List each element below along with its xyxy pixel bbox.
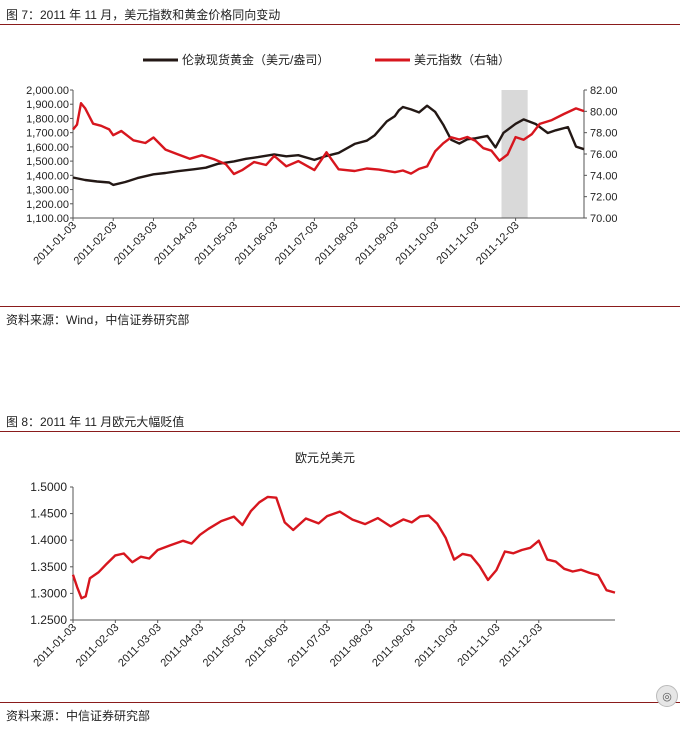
fig7-legend: 伦敦现货黄金（美元/盎司） 美元指数（右轴） xyxy=(143,52,510,67)
fig8-x-tick-label: 2011-11-03 xyxy=(455,622,502,669)
fig7-highlight-region xyxy=(501,90,528,218)
fig8-x-tick-label: 2011-01-03 xyxy=(31,622,79,670)
fig8-y-tick-label: 1.3000 xyxy=(30,586,67,600)
watermark: ◎ xyxy=(656,685,682,707)
fig8-series-eurusd-line xyxy=(71,495,616,600)
fig7-left-tick-label: 1,200.00 xyxy=(26,199,69,211)
fig7-axes: 2,000.00 1,900.00 1,800.00 1,700.00 1,600.00… xyxy=(26,85,617,267)
fig7-bottom-rule xyxy=(0,306,680,307)
fig7-left-tick-label: 1,900.00 xyxy=(26,99,69,111)
fig7-chart: 伦敦现货黄金（美元/盎司） 美元指数（右轴） 2,000.00 1,900.00 1… xyxy=(26,52,617,267)
fig8-y-tick-label: 1.5000 xyxy=(30,480,67,494)
fig7-source: 资料来源：Wind，中信证券研究部 xyxy=(6,313,190,327)
fig7-x-tick-label: 2011-12-03 xyxy=(474,220,522,268)
fig8-axes: 1.50001.45001.40001.35001.30001.25002011… xyxy=(30,480,615,669)
fig7-left-tick-label: 1,800.00 xyxy=(26,113,69,125)
fig8-source: 资料来源：中信证券研究部 xyxy=(6,709,151,723)
fig7-right-tick-label: 74.00 xyxy=(590,170,618,182)
fig7-left-tick-label: 1,700.00 xyxy=(26,128,69,140)
fig8-x-tick-label: 2011-07-03 xyxy=(285,622,333,670)
fig7-left-tick-label: 1,500.00 xyxy=(26,156,69,168)
fig8-x-tick-label: 2011-04-03 xyxy=(158,622,206,670)
fig8-x-tick-label: 2011-03-03 xyxy=(116,622,164,670)
fig8-top-rule xyxy=(0,431,680,432)
fig7-right-tick-label: 82.00 xyxy=(590,85,618,97)
fig8-x-tick-label: 2011-02-03 xyxy=(74,622,122,670)
fig8-series xyxy=(71,495,616,600)
fig7-right-tick-label: 72.00 xyxy=(590,192,618,204)
fig8-chart-title: 欧元兑美元 xyxy=(295,451,355,465)
fig7-series xyxy=(72,101,585,187)
fig8-y-tick-label: 1.4500 xyxy=(30,507,67,521)
fig7-top-rule xyxy=(0,24,680,25)
fig7-left-tick-label: 1,600.00 xyxy=(26,142,69,154)
fig7-left-tick-label: 2,000.00 xyxy=(26,85,69,97)
fig7-left-tick-label: 1,400.00 xyxy=(26,170,69,182)
fig8-caption: 图 8：2011 年 11 月欧元大幅贬值 xyxy=(6,415,185,429)
fig7-right-tick-label: 78.00 xyxy=(590,128,618,140)
fig7-left-tick-label: 1,100.00 xyxy=(26,213,69,225)
fig7-highlight-band xyxy=(501,90,528,218)
fig8-x-tick-label: 2011-12-03 xyxy=(497,622,545,670)
fig8-x-tick-label: 2011-09-03 xyxy=(370,622,418,670)
fig7-legend-dxy-label: 美元指数（右轴） xyxy=(414,52,510,67)
wechat-icon: ◎ xyxy=(656,685,678,707)
fig7-right-tick-label: 70.00 xyxy=(590,213,618,225)
fig8-y-tick-label: 1.2500 xyxy=(30,613,67,627)
fig8-x-tick-label: 2011-06-03 xyxy=(243,622,291,670)
fig7-left-tick-label: 1,300.00 xyxy=(26,185,69,197)
fig8-x-tick-label: 2011-08-03 xyxy=(328,622,376,670)
fig7-right-tick-label: 80.00 xyxy=(590,106,618,118)
fig8-y-tick-label: 1.3500 xyxy=(30,560,67,574)
fig7-right-tick-label: 76.00 xyxy=(590,149,618,161)
fig7-series-gold-line xyxy=(72,104,585,187)
fig7-caption: 图 7：2011 年 11 月，美元指数和黄金价格同向变动 xyxy=(6,8,281,22)
fig8-bottom-rule xyxy=(0,702,680,703)
fig8-x-tick-label: 2011-10-03 xyxy=(413,622,461,670)
fig7-x-tick-label: 2011-10-03 xyxy=(394,220,442,268)
fig8-y-tick-label: 1.4000 xyxy=(30,533,67,547)
fig7-legend-gold-label: 伦敦现货黄金（美元/盎司） xyxy=(182,52,329,67)
fig8-chart: 欧元兑美元 1.5000 1.4500 1.4000 1.3500 1.3000 1.25… xyxy=(30,451,616,669)
fig7-series-dxy-line xyxy=(72,101,585,176)
fig8-x-tick-label: 2011-05-03 xyxy=(201,622,249,670)
